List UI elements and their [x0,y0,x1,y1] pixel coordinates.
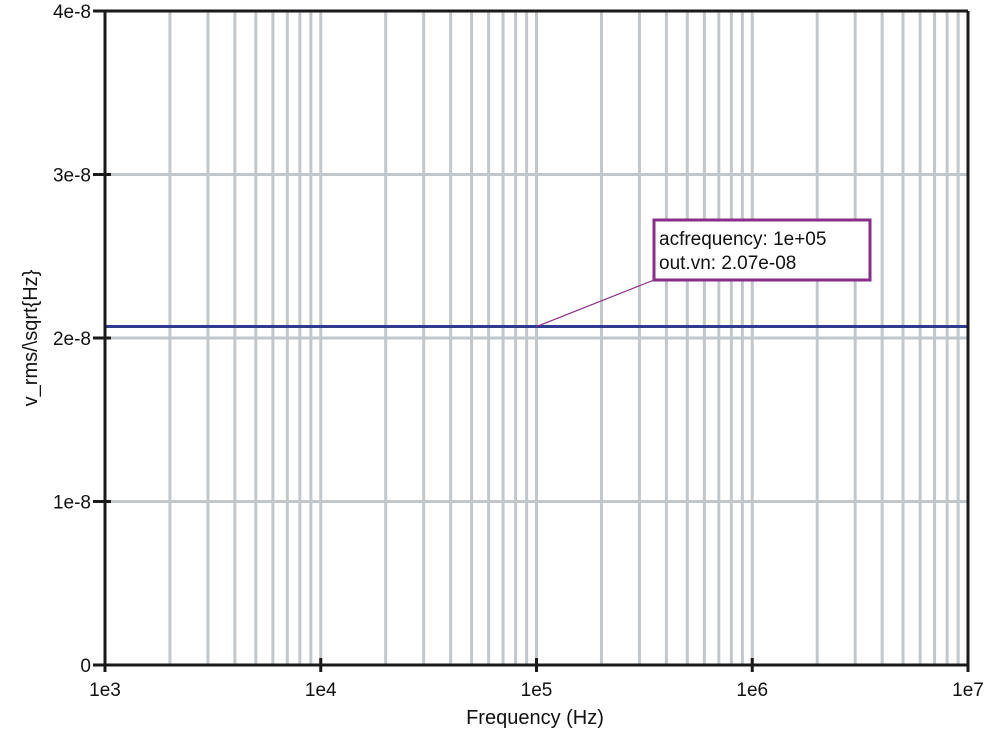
y-tick-label: 1e-8 [53,493,91,514]
x-tick-label: 1e7 [952,680,984,701]
annotation: acfrequency: 1e+05 out.vn: 2.07e-08 [536,218,872,328]
x-tick-label: 1e4 [305,680,337,701]
y-tick-label: 4e-8 [53,2,91,23]
tick-labels: 1e3 1e4 1e5 1e6 1e7 0 1e-8 2e-8 3e-8 4e-8 [53,2,984,701]
y-axis-title: v_rms/\sqrt{Hz} [20,269,42,406]
annotation-leader-line [536,279,655,328]
annotation-box [652,218,872,282]
y-tick-label: 0 [80,656,91,677]
x-tick-label: 1e6 [736,680,768,701]
x-tick-label: 1e3 [89,680,121,701]
y-tick-label: 2e-8 [53,329,91,350]
y-tick-label: 3e-8 [53,166,91,187]
axes [93,9,970,672]
annotation-text-line-2: out.vn: 2.07e-08 [659,253,796,274]
x-tick-label: 1e5 [521,680,553,701]
x-axis-title: Frequency (Hz) [466,707,604,729]
annotation-text-line-1: acfrequency: 1e+05 [659,229,826,250]
grid [105,9,968,665]
